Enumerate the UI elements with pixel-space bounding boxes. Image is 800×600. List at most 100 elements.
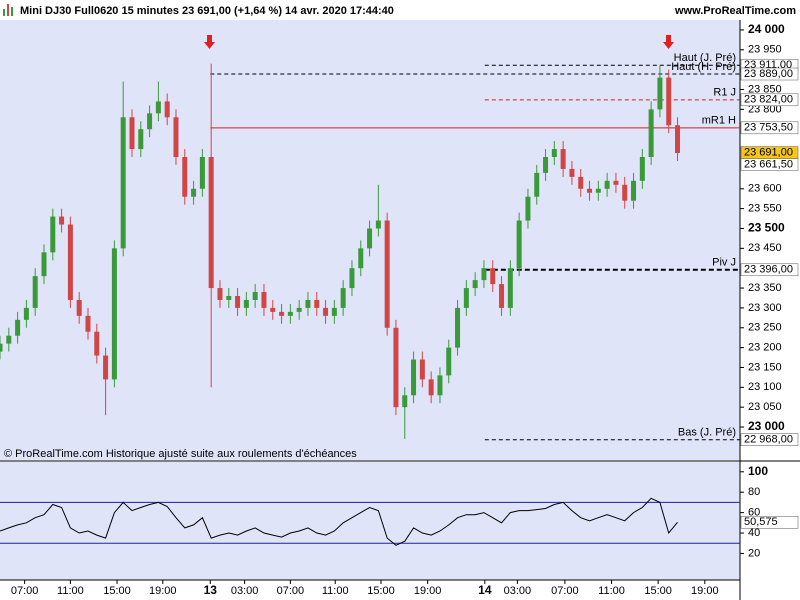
- candle-body: [323, 307, 329, 316]
- candle-body: [199, 157, 205, 189]
- x-tick-label: 07:00: [551, 585, 579, 597]
- header-title: Mini DJ30 Full0620 15 minutes 23 691,00 …: [20, 5, 394, 17]
- candle-body: [217, 288, 223, 300]
- header-site[interactable]: www.ProRealTime.com: [674, 5, 796, 17]
- candle-body: [648, 109, 654, 158]
- y-tick-label: 20: [748, 547, 760, 559]
- candle-body: [103, 355, 109, 380]
- candle-body: [67, 224, 73, 300]
- y-tick-label: 24 000: [748, 22, 785, 36]
- y-tick-label: 23 800: [748, 103, 782, 115]
- candle-body: [50, 216, 56, 253]
- app-icon: [3, 4, 13, 16]
- y-tick-label: 23 450: [748, 242, 782, 254]
- candle-body: [235, 295, 241, 308]
- y-tick-label: 23 000: [748, 419, 785, 433]
- candle-body: [657, 77, 663, 110]
- x-tick-label: 07:00: [11, 585, 39, 597]
- y-tick-label: 60: [748, 507, 760, 519]
- candle-body: [226, 295, 232, 300]
- candle-body: [666, 77, 672, 126]
- candle-body: [85, 315, 91, 332]
- current-price-box: [740, 146, 799, 159]
- candle-body: [182, 157, 188, 197]
- level-value-box: [740, 67, 799, 81]
- candle-body: [507, 268, 513, 308]
- level-name: mR1 H: [702, 115, 736, 127]
- candle-body: [639, 157, 645, 181]
- x-tick-label: 19:00: [691, 585, 719, 597]
- y-tick-label: 23 300: [748, 302, 782, 314]
- candle-body: [595, 188, 601, 193]
- level-name: Haut (J. Pré): [674, 52, 736, 64]
- candle-body: [120, 117, 126, 249]
- candle-body: [569, 168, 575, 177]
- candle-body: [587, 188, 593, 193]
- candle-body: [6, 335, 12, 344]
- candle-body: [340, 288, 346, 308]
- level-name: Piv J: [712, 257, 736, 269]
- y-tick-label: 23 500: [748, 221, 785, 235]
- x-tick-label: 19:00: [149, 585, 177, 597]
- x-tick-label: 15:00: [367, 585, 395, 597]
- y-tick-label: 23 950: [748, 44, 782, 56]
- candle-body: [490, 268, 496, 285]
- candle-body: [543, 157, 549, 173]
- candle-body: [331, 307, 337, 316]
- level-value-text: 23 753,50: [744, 122, 793, 134]
- candle-body: [534, 172, 540, 197]
- candle-body: [173, 117, 179, 158]
- header-bar: [0, 0, 800, 20]
- candle-body: [578, 176, 584, 189]
- level-name: Haut (H. Pré): [671, 61, 736, 73]
- level-name: Bas (J. Pré): [678, 427, 736, 439]
- candle-body: [551, 149, 557, 158]
- candle-body: [155, 101, 161, 114]
- rsi-panel-bg: [0, 462, 740, 580]
- candle-body: [411, 359, 417, 396]
- candle-body: [402, 395, 408, 408]
- x-tick-label: 11:00: [598, 585, 625, 597]
- candle-body: [138, 129, 144, 150]
- current-price-text: 23 691,00: [744, 147, 793, 159]
- x-tick-label: 14: [478, 583, 492, 597]
- y-tick-label: 23 100: [748, 381, 782, 393]
- candle-body: [455, 307, 461, 348]
- level-value-box: [740, 93, 799, 107]
- candle-body: [437, 375, 443, 396]
- candle-body: [446, 347, 452, 376]
- rsi-line: [0, 497, 678, 546]
- candle-body: [349, 268, 355, 289]
- candle-body: [613, 180, 619, 185]
- level-value-text: 23 824,00: [744, 94, 793, 106]
- candle-body: [604, 180, 610, 189]
- x-tick-label: 19:00: [414, 585, 442, 597]
- marker-arrow: [204, 35, 215, 49]
- y-tick-label: 23 050: [748, 401, 782, 413]
- candle-body: [499, 284, 505, 308]
- candle-body: [375, 220, 381, 229]
- candle-body: [94, 331, 100, 356]
- candle-body: [252, 292, 258, 300]
- candle-body: [279, 311, 285, 316]
- candle-body: [314, 299, 320, 308]
- level-value-box: [740, 433, 799, 446]
- x-tick-label: 03:00: [504, 585, 532, 597]
- x-tick-label: 07:00: [277, 585, 305, 597]
- y-tick-label: 23 150: [748, 361, 782, 373]
- level-value-box: [740, 263, 799, 277]
- candle-body: [32, 276, 38, 308]
- candle-body: [384, 220, 390, 328]
- candle-body: [287, 311, 293, 316]
- x-tick-label: 11:00: [57, 585, 84, 597]
- candle-body: [164, 101, 170, 118]
- candle-body: [59, 216, 65, 225]
- y-tick-label: 40: [748, 527, 760, 539]
- candle-body: [129, 117, 135, 150]
- candle-body: [41, 252, 47, 277]
- candle-body: [631, 180, 637, 201]
- candle-body: [675, 125, 681, 154]
- candle-body: [481, 268, 487, 281]
- y-tick-label: 80: [748, 486, 760, 498]
